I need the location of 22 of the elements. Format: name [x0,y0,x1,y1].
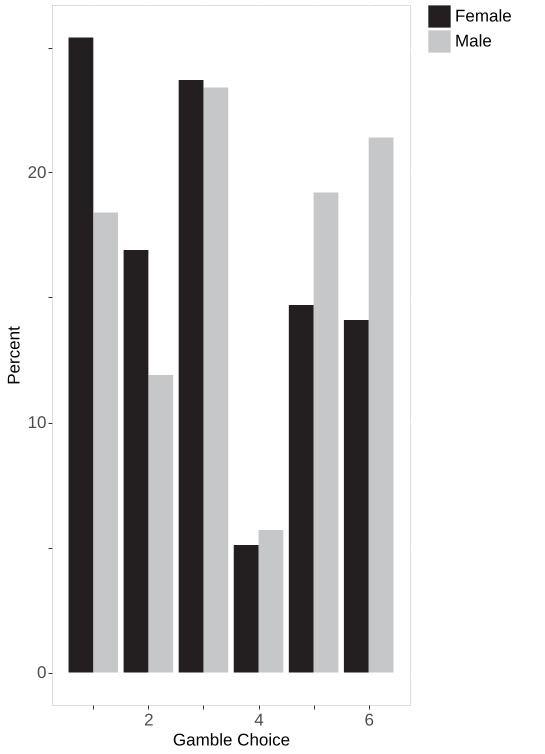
legend-label: Male [455,32,492,50]
bar [148,375,174,672]
x-tick-label: 2 [144,710,154,730]
bar [314,192,338,672]
y-tick-label: 20 [28,163,46,182]
y-tick-label: 10 [28,413,46,432]
bar [124,250,148,672]
bar [68,38,94,672]
y-axis-title: Percent [4,326,24,385]
bar [234,545,259,672]
bar [288,305,314,672]
x-tick-label: 6 [364,710,374,730]
x-tick-label: 4 [254,710,264,730]
legend-label: Female [455,6,512,26]
bar [344,320,369,672]
bar [258,530,284,672]
bar [93,212,118,672]
bar [368,138,394,672]
bar [178,80,204,672]
x-axis-title: Gamble Choice [172,730,290,750]
bar [203,88,228,672]
y-tick-label: 0 [37,663,46,682]
